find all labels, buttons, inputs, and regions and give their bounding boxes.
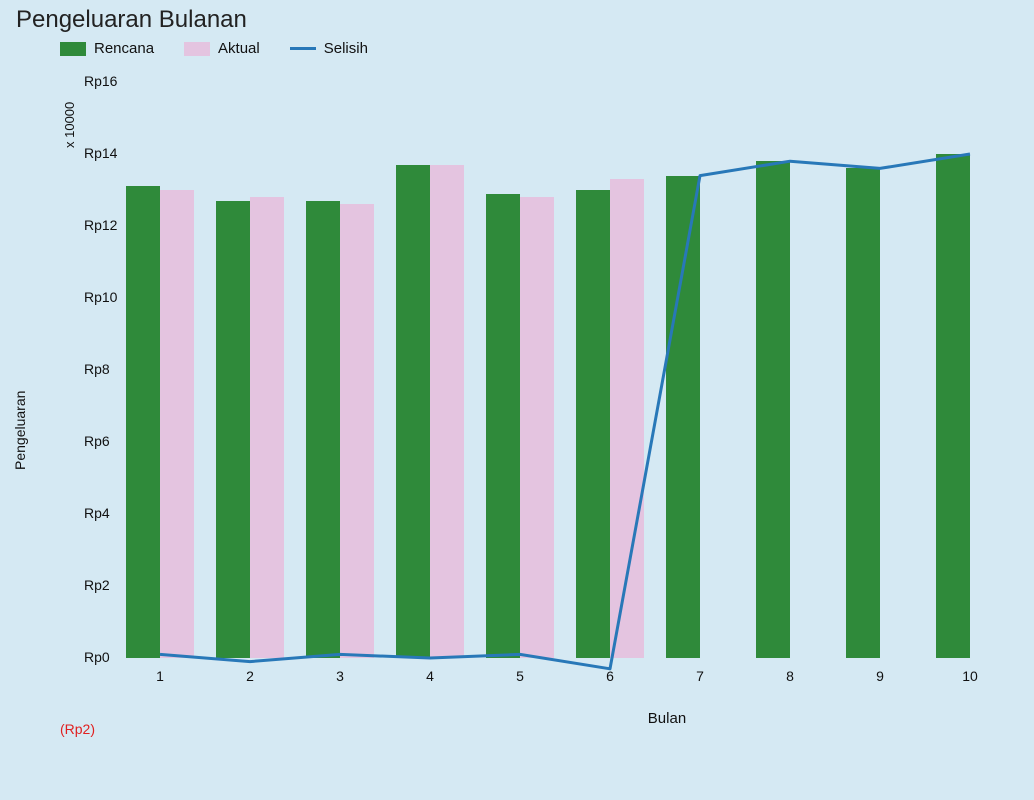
y-tick-label: Rp2 [84,577,110,593]
line-selisih [160,154,970,669]
y-tick-label: Rp4 [84,505,110,521]
y-tick-label: Rp0 [84,649,110,665]
y-tick-label: Rp14 [84,145,117,161]
legend-item-rencana: Rencana [60,40,154,57]
legend-swatch-aktual [184,42,210,56]
legend: Rencana Aktual Selisih [60,40,368,57]
plot-area: Rp16Rp14Rp12Rp10Rp8Rp6Rp4Rp2Rp0(Rp2)1234… [120,82,1030,730]
line-layer [120,82,1030,730]
y-tick-label: Rp8 [84,361,110,377]
y-axis-label: Pengeluaran [12,391,28,470]
y-tick-label: Rp16 [84,73,117,89]
x-axis-label: Bulan [648,710,686,727]
chart-title: Pengeluaran Bulanan [16,6,247,34]
legend-label-aktual: Aktual [218,40,260,57]
y-tick-label: (Rp2) [60,721,95,737]
legend-swatch-selisih [290,47,316,50]
y-tick-label: Rp6 [84,433,110,449]
y-tick-label: Rp12 [84,217,117,233]
chart-container: Pengeluaran Bulanan Rencana Aktual Selis… [0,0,1034,800]
y-axis-multiplier: x 10000 [62,102,77,148]
legend-item-selisih: Selisih [290,40,368,57]
legend-item-aktual: Aktual [184,40,260,57]
legend-label-selisih: Selisih [324,40,368,57]
y-tick-label: Rp10 [84,289,117,305]
legend-label-rencana: Rencana [94,40,154,57]
legend-swatch-rencana [60,42,86,56]
